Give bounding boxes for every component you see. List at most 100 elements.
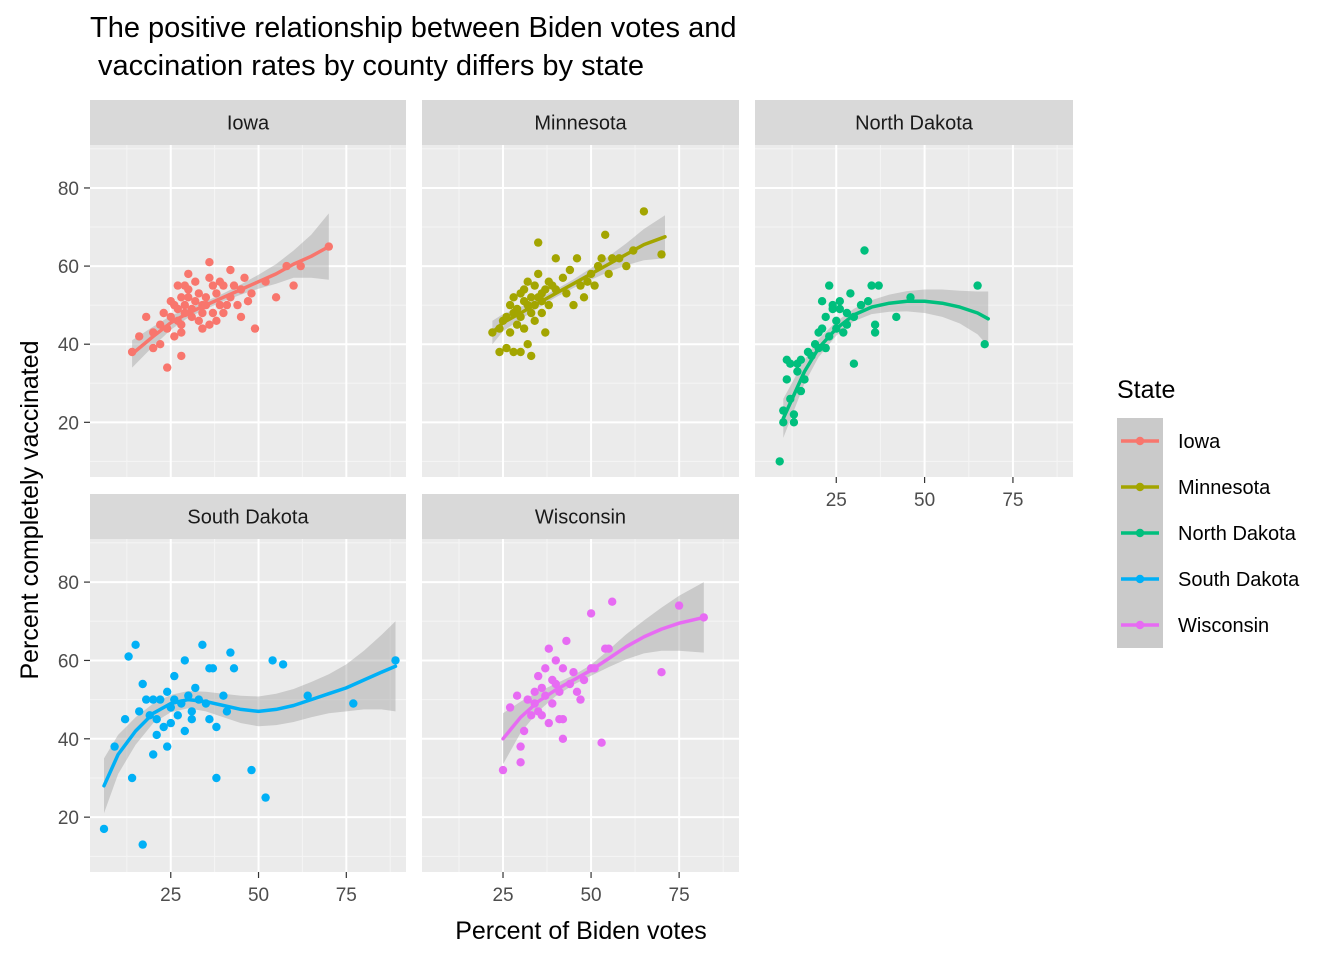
data-point xyxy=(512,304,522,314)
strip-label-north-dakota: North Dakota xyxy=(855,113,974,135)
data-point xyxy=(825,281,834,290)
data-point xyxy=(198,308,207,318)
data-point xyxy=(173,281,182,290)
data-point xyxy=(523,340,532,349)
data-point xyxy=(835,304,844,314)
data-point xyxy=(601,230,610,239)
x-tick-label: 50 xyxy=(248,885,269,906)
data-point xyxy=(208,308,218,318)
panel-minnesota: Minnesota xyxy=(422,100,739,477)
data-point xyxy=(205,320,214,329)
data-point xyxy=(226,265,235,275)
panel-iowa: Iowa 20 40 60 80 xyxy=(58,100,406,477)
data-point xyxy=(534,671,543,681)
strip-label-minnesota: Minnesota xyxy=(534,113,627,135)
x-tick-label: 50 xyxy=(580,885,601,906)
data-point xyxy=(569,668,578,677)
data-point xyxy=(505,328,515,337)
data-point xyxy=(173,304,182,314)
data-point xyxy=(906,293,915,302)
data-point xyxy=(177,351,186,361)
data-point xyxy=(821,343,830,353)
confidence-band-iowa xyxy=(132,213,329,368)
legend-key-point-minnesota xyxy=(1135,482,1145,492)
data-point xyxy=(817,324,827,333)
data-point xyxy=(127,773,137,783)
strip-label-iowa: Iowa xyxy=(227,113,270,135)
data-point xyxy=(184,269,193,279)
trend-line-north-dakota xyxy=(781,299,990,421)
data-point xyxy=(177,293,186,302)
data-point xyxy=(180,656,189,665)
data-point xyxy=(226,648,235,657)
legend-title: State xyxy=(1117,376,1175,404)
data-point xyxy=(243,297,253,306)
data-point xyxy=(572,254,582,263)
x-tick-label: 50 xyxy=(914,490,935,511)
data-point xyxy=(156,340,165,349)
data-point xyxy=(156,320,165,329)
data-point xyxy=(163,687,172,696)
data-point xyxy=(512,691,522,700)
data-point xyxy=(233,300,242,310)
data-point xyxy=(537,711,546,720)
data-point xyxy=(509,293,518,302)
data-point xyxy=(980,340,989,349)
data-point xyxy=(194,289,203,298)
data-point xyxy=(849,359,859,368)
data-point xyxy=(201,293,211,302)
legend-key-point-south-dakota xyxy=(1135,574,1145,584)
data-point xyxy=(149,750,158,759)
data-point xyxy=(205,273,214,282)
x-tick-label: 25 xyxy=(160,885,181,906)
chart-title-line-1: The positive relationship between Biden … xyxy=(90,12,737,44)
panel-south-dakota: South Dakota 20 40 60 80 25 50 75 xyxy=(58,494,406,906)
data-point xyxy=(271,293,281,302)
data-point xyxy=(657,668,666,677)
data-point xyxy=(212,773,221,783)
data-point xyxy=(523,695,532,704)
data-point xyxy=(562,636,571,646)
data-point xyxy=(530,687,539,696)
data-point xyxy=(604,644,613,653)
legend-label-iowa: Iowa xyxy=(1178,431,1221,453)
data-point xyxy=(558,664,568,673)
data-point xyxy=(219,308,228,318)
data-point xyxy=(597,254,606,263)
data-point xyxy=(796,386,806,396)
data-point xyxy=(124,652,133,661)
data-point xyxy=(184,293,193,302)
data-point xyxy=(530,281,539,290)
data-point xyxy=(177,320,186,329)
x-axis-title: Percent of Biden votes xyxy=(455,917,707,945)
data-point xyxy=(163,363,172,372)
data-point xyxy=(562,289,571,298)
data-point xyxy=(863,297,873,306)
data-point xyxy=(527,293,536,302)
data-point xyxy=(551,254,560,263)
data-point xyxy=(541,328,550,337)
data-point xyxy=(590,281,599,290)
data-point xyxy=(527,711,536,720)
data-point xyxy=(135,707,144,716)
data-point xyxy=(222,707,232,716)
data-point xyxy=(208,281,218,290)
data-point xyxy=(152,715,161,724)
data-point xyxy=(212,289,221,298)
data-point xyxy=(842,308,852,318)
data-point xyxy=(198,640,207,649)
data-point xyxy=(551,679,560,689)
data-point xyxy=(775,457,784,466)
y-tick-label: 60 xyxy=(58,651,79,672)
data-point xyxy=(789,410,799,419)
data-point xyxy=(569,300,578,310)
y-tick-label: 60 xyxy=(58,257,79,278)
data-point xyxy=(184,285,193,294)
data-point xyxy=(289,281,298,290)
data-point xyxy=(215,300,225,310)
panel-background xyxy=(422,145,739,477)
data-point xyxy=(205,715,214,724)
data-point xyxy=(558,273,568,282)
data-point xyxy=(159,722,168,732)
